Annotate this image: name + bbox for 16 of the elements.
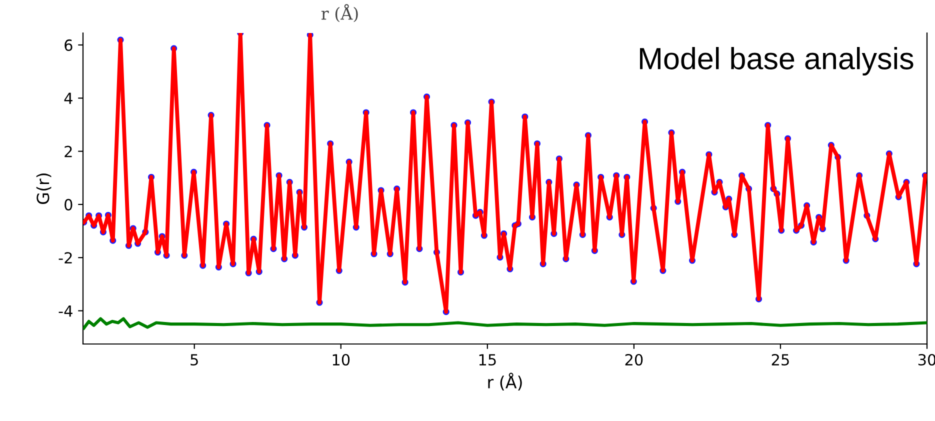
x-tick-label: 15 <box>479 354 496 366</box>
annotation: Model base analysis <box>640 46 914 76</box>
y-axis-title: G(r) <box>36 174 52 204</box>
x-tick-label: 5 <box>190 354 198 366</box>
y-tick-label: -4 <box>58 305 72 317</box>
x-tick-label: 20 <box>625 354 643 366</box>
text: r (Å) <box>321 4 358 22</box>
y-tick-label: 0 <box>64 198 72 210</box>
x-axis-title: r (Å) <box>488 372 522 390</box>
y-tick-label: 6 <box>64 39 72 51</box>
x-tick-label: 10 <box>332 354 350 366</box>
y-tick-label: 4 <box>64 92 72 104</box>
y-tick-label: 2 <box>64 146 72 158</box>
line-series <box>83 317 927 330</box>
y-tick-label: -2 <box>58 252 72 264</box>
x-tick-label: 25 <box>772 354 789 366</box>
